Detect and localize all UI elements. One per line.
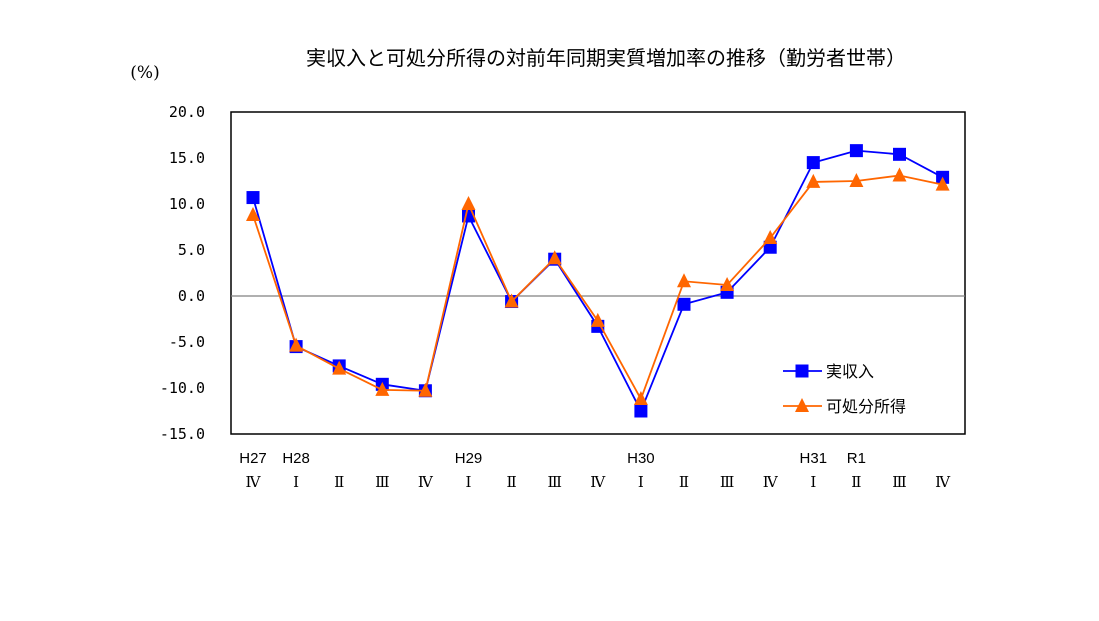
x-quarter-label: Ⅱ — [851, 473, 861, 491]
x-quarter-label: Ⅰ — [293, 473, 299, 491]
data-point-triangle — [849, 173, 864, 187]
data-point-triangle — [332, 360, 347, 375]
x-axis-ticks: H27 Ⅳ H28 Ⅰ Ⅱ Ⅲ Ⅳ H29 Ⅰ Ⅱ Ⅲ Ⅳ H30 Ⅰ Ⅱ Ⅲ Ⅳ H31 Ⅰ R1 Ⅱ Ⅲ Ⅳ — [239, 450, 951, 491]
data-point-square — [806, 156, 820, 170]
data-point-triangle — [547, 250, 562, 265]
x-quarter-label: Ⅲ — [720, 473, 734, 491]
data-point-triangle — [504, 293, 519, 308]
legend-marker — [795, 364, 809, 378]
data-point-square — [246, 191, 260, 205]
data-point-square — [634, 404, 648, 418]
x-quarter-label: Ⅲ — [375, 473, 389, 491]
x-quarter-label: Ⅰ — [466, 473, 472, 491]
x-quarter-label: Ⅰ — [638, 473, 644, 491]
x-year-label: H30 — [627, 450, 655, 467]
data-point-triangle — [677, 273, 691, 288]
data-point-triangle — [289, 337, 304, 352]
y-tick-label: 5.0 — [178, 241, 205, 259]
y-axis-ticks: 20.0 15.0 10.0 5.0 0.0 -5.0 -10.0 -15.0 — [160, 103, 205, 443]
x-quarter-label: Ⅳ — [590, 473, 606, 491]
plot-area — [230, 111, 966, 435]
data-point-triangle — [590, 312, 605, 327]
y-tick-label: 15.0 — [169, 149, 205, 167]
data-point-triangle — [763, 230, 778, 245]
x-quarter-label: Ⅳ — [935, 473, 951, 491]
x-quarter-label: Ⅳ — [763, 473, 779, 491]
data-point-triangle — [892, 167, 907, 182]
data-point-triangle — [633, 391, 648, 406]
x-year-label: H31 — [800, 450, 828, 467]
data-point-triangle — [246, 207, 260, 222]
x-quarter-label: Ⅱ — [334, 473, 344, 491]
data-point-triangle — [806, 173, 821, 188]
x-year-label: H27 — [239, 450, 267, 467]
x-quarter-label: Ⅲ — [547, 473, 561, 491]
x-quarter-label: Ⅱ — [506, 473, 516, 491]
data-point-square — [893, 147, 906, 161]
y-tick-label: 10.0 — [169, 195, 205, 213]
legend-label: 可処分所得 — [826, 397, 906, 416]
x-year-label: R1 — [847, 450, 866, 467]
data-point-triangle — [418, 382, 433, 397]
y-tick-label: -10.0 — [160, 379, 205, 397]
x-quarter-label: Ⅳ — [246, 473, 262, 491]
y-tick-label: 0.0 — [178, 287, 205, 305]
data-point-triangle — [375, 381, 390, 396]
x-quarter-label: Ⅲ — [892, 473, 906, 491]
x-quarter-label: Ⅱ — [679, 473, 689, 491]
y-axis-unit-label: (%) — [130, 63, 159, 83]
data-point-square — [849, 144, 863, 158]
series-layer — [246, 144, 950, 418]
y-tick-label: -5.0 — [169, 333, 205, 351]
data-point-square — [677, 297, 691, 311]
y-tick-label: 20.0 — [169, 103, 205, 121]
x-year-label: H28 — [282, 450, 310, 467]
legend-marker — [795, 398, 809, 412]
series-2 — [246, 167, 950, 406]
x-year-label: H29 — [455, 450, 483, 467]
data-point-triangle — [461, 196, 476, 210]
legend-label: 実収入 — [826, 362, 874, 381]
data-point-triangle — [720, 276, 735, 291]
x-quarter-label: Ⅳ — [418, 473, 434, 491]
chart-title: 実収入と可処分所得の対前年同期実質増加率の推移（勤労者世帯） — [306, 46, 906, 70]
y-tick-label: -15.0 — [160, 425, 205, 443]
data-point-triangle — [935, 176, 950, 191]
x-quarter-label: Ⅰ — [810, 473, 816, 491]
